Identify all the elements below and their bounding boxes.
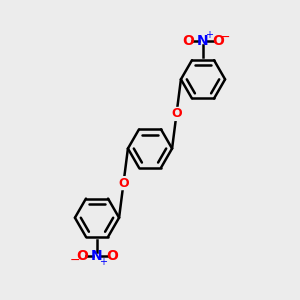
Text: −: −	[220, 30, 230, 44]
Text: O: O	[212, 34, 224, 48]
Text: O: O	[171, 107, 182, 120]
Text: +: +	[100, 257, 107, 268]
Text: O: O	[118, 177, 129, 190]
Text: O: O	[106, 249, 118, 263]
Text: +: +	[206, 30, 214, 40]
Text: N: N	[91, 249, 103, 263]
Text: −: −	[70, 254, 80, 267]
Text: O: O	[182, 34, 194, 48]
Text: N: N	[197, 34, 209, 48]
Text: O: O	[76, 249, 88, 263]
